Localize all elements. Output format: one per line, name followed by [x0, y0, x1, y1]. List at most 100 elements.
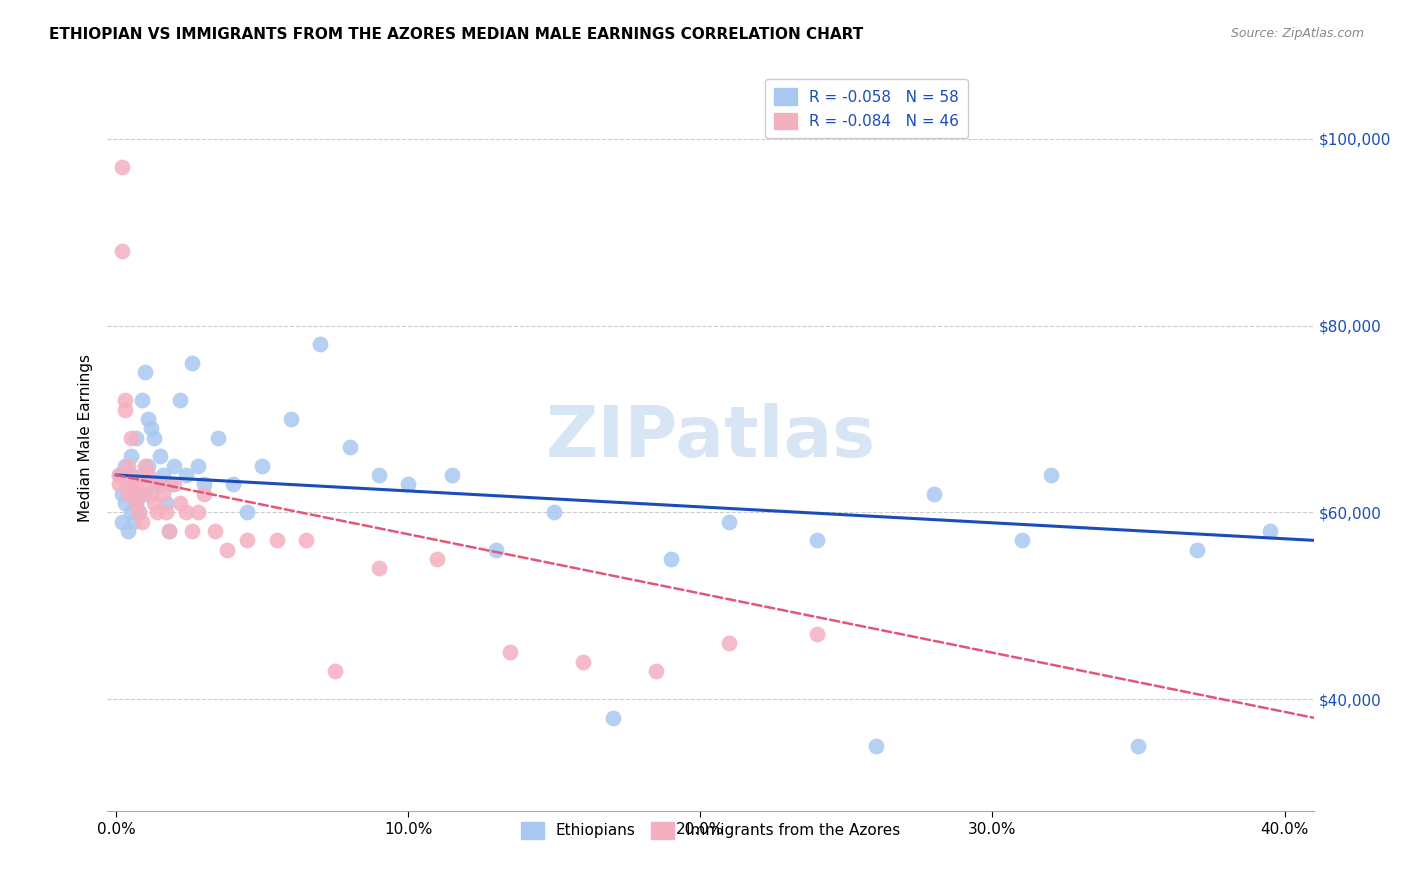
Point [134, 477, 156, 491]
Point [602, 711, 624, 725]
Point [134, 458, 156, 473]
Point [440, 467, 463, 482]
Point [157, 524, 180, 538]
Point [250, 458, 273, 473]
Point [266, 533, 288, 548]
Text: ETHIOPIAN VS IMMIGRANTS FROM THE AZORES MEDIAN MALE EARNINGS CORRELATION CHART: ETHIOPIAN VS IMMIGRANTS FROM THE AZORES … [49, 27, 863, 42]
Point [139, 486, 162, 500]
Point [806, 626, 828, 640]
Point [125, 496, 148, 510]
Point [122, 477, 145, 491]
Point [426, 552, 449, 566]
Point [174, 467, 197, 482]
Point [134, 365, 156, 379]
Point [142, 496, 165, 510]
Point [125, 431, 148, 445]
Point [136, 467, 159, 482]
Point [174, 505, 197, 519]
Point [128, 486, 150, 500]
Point [111, 160, 134, 174]
Point [146, 505, 169, 519]
Point [120, 450, 142, 464]
Point [111, 244, 134, 258]
Point [295, 533, 318, 548]
Point [108, 467, 131, 482]
Point [499, 645, 522, 659]
Point [1011, 533, 1033, 548]
Point [236, 505, 259, 519]
Point [193, 486, 215, 500]
Point [160, 477, 183, 491]
Point [149, 477, 172, 491]
Point [157, 524, 180, 538]
Point [339, 440, 361, 454]
Point [108, 477, 131, 491]
Point [485, 542, 508, 557]
Point [309, 337, 332, 351]
Point [215, 542, 238, 557]
Point [122, 486, 145, 500]
Point [108, 467, 131, 482]
Point [323, 664, 346, 678]
Point [120, 505, 142, 519]
Point [718, 515, 741, 529]
Point [114, 496, 136, 510]
Point [149, 450, 172, 464]
Point [1128, 739, 1150, 753]
Point [152, 467, 174, 482]
Point [865, 739, 887, 753]
Point [155, 496, 177, 510]
Point [111, 486, 134, 500]
Point [128, 505, 150, 519]
Point [128, 486, 150, 500]
Point [139, 421, 162, 435]
Point [136, 458, 159, 473]
Point [280, 412, 302, 426]
Point [187, 458, 209, 473]
Point [152, 486, 174, 500]
Point [922, 486, 945, 500]
Legend: Ethiopians, Immigrants from the Azores: Ethiopians, Immigrants from the Azores [515, 816, 907, 845]
Point [193, 477, 215, 491]
Point [117, 477, 139, 491]
Point [117, 458, 139, 473]
Point [204, 524, 226, 538]
Point [122, 515, 145, 529]
Point [1039, 467, 1062, 482]
Y-axis label: Median Male Earnings: Median Male Earnings [79, 353, 93, 522]
Point [222, 477, 245, 491]
Point [236, 533, 259, 548]
Point [120, 431, 142, 445]
Point [114, 458, 136, 473]
Point [131, 467, 153, 482]
Point [718, 636, 741, 650]
Point [1258, 524, 1281, 538]
Point [142, 431, 165, 445]
Point [120, 467, 142, 482]
Text: ZIPatlas: ZIPatlas [546, 403, 876, 472]
Point [169, 496, 191, 510]
Point [111, 515, 134, 529]
Point [134, 486, 156, 500]
Point [155, 505, 177, 519]
Point [806, 533, 828, 548]
Point [659, 552, 682, 566]
Point [367, 561, 389, 575]
Point [207, 431, 229, 445]
Point [131, 515, 153, 529]
Point [117, 524, 139, 538]
Point [128, 505, 150, 519]
Point [1185, 542, 1208, 557]
Point [169, 393, 191, 408]
Point [187, 505, 209, 519]
Point [163, 477, 186, 491]
Point [114, 402, 136, 417]
Point [136, 412, 159, 426]
Point [125, 477, 148, 491]
Point [146, 477, 169, 491]
Point [367, 467, 389, 482]
Text: Source: ZipAtlas.com: Source: ZipAtlas.com [1230, 27, 1364, 40]
Point [163, 458, 186, 473]
Point [131, 393, 153, 408]
Point [180, 524, 202, 538]
